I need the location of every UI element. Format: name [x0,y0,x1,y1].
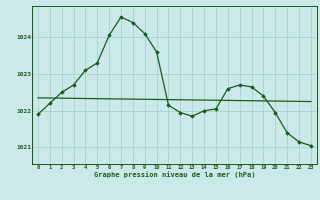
X-axis label: Graphe pression niveau de la mer (hPa): Graphe pression niveau de la mer (hPa) [94,171,255,178]
